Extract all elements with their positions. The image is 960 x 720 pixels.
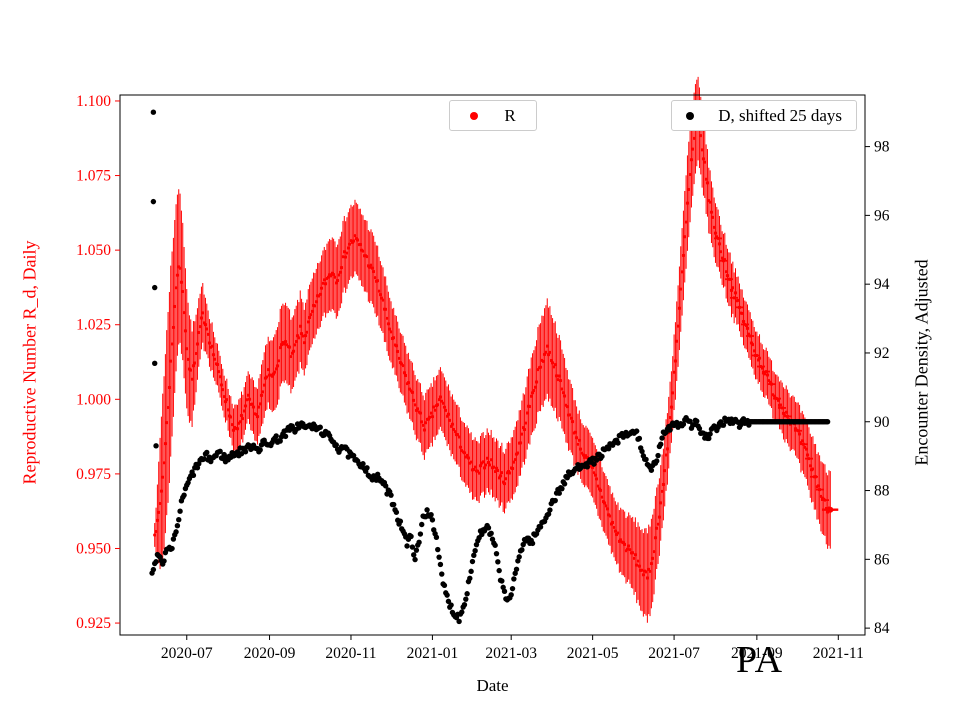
svg-text:2020-07: 2020-07: [161, 645, 213, 662]
svg-text:1.050: 1.050: [76, 242, 111, 259]
svg-text:2021-07: 2021-07: [648, 645, 700, 662]
annotation-pa: PA: [736, 639, 784, 681]
svg-text:86: 86: [874, 551, 890, 568]
svg-text:1.100: 1.100: [76, 93, 111, 110]
y-axis-label-left: Reproductive Number R_d, Daily: [19, 240, 40, 485]
svg-text:2021-05: 2021-05: [567, 645, 619, 662]
svg-text:2021-09: 2021-09: [731, 645, 783, 662]
plot-border: [119, 94, 866, 636]
left-axis-ticks: 0.925 0.950 0.975 1.000 1.025 1.050 1.075 1.100: [76, 93, 120, 632]
svg-text:1.025: 1.025: [76, 317, 111, 334]
svg-text:2021-01: 2021-01: [407, 645, 459, 662]
svg-text:2021-11: 2021-11: [813, 645, 864, 662]
right-axis-ticks: 84 86 88 90 92 94 96 98: [865, 139, 890, 637]
svg-text:2020-11: 2020-11: [325, 645, 376, 662]
x-axis-ticks: 2020-07 2020-09 2020-11 2021-01 2021-03 2021-…: [161, 635, 864, 662]
svg-text:1.000: 1.000: [76, 391, 111, 408]
svg-text:1.075: 1.075: [76, 168, 111, 185]
svg-text:94: 94: [874, 276, 890, 293]
svg-text:98: 98: [874, 139, 890, 156]
svg-text:84: 84: [874, 620, 890, 637]
svg-text:92: 92: [874, 345, 890, 362]
svg-text:0.975: 0.975: [76, 466, 111, 483]
svg-text:96: 96: [874, 207, 890, 224]
svg-text:2021-03: 2021-03: [485, 645, 537, 662]
x-axis-label: Date: [476, 676, 509, 695]
r-series-points: [153, 117, 834, 580]
r-series-marker-icon: [470, 111, 479, 120]
svg-text:0.925: 0.925: [76, 615, 111, 632]
svg-text:90: 90: [874, 414, 890, 431]
legend-d: D, shifted 25 days: [671, 100, 857, 131]
legend-r: R: [449, 100, 537, 131]
y-axis-label-right: Encounter Density, Adjusted: [911, 259, 932, 466]
legend-d-label: D, shifted 25 days: [718, 105, 842, 125]
d-series-points: [149, 109, 831, 625]
d-series-marker-icon: [686, 111, 695, 120]
svg-text:2020-09: 2020-09: [244, 645, 296, 662]
legend-r-label: R: [504, 105, 516, 125]
svg-text:0.950: 0.950: [76, 540, 111, 557]
svg-text:88: 88: [874, 483, 890, 500]
r-series-errorbars: [154, 76, 839, 623]
